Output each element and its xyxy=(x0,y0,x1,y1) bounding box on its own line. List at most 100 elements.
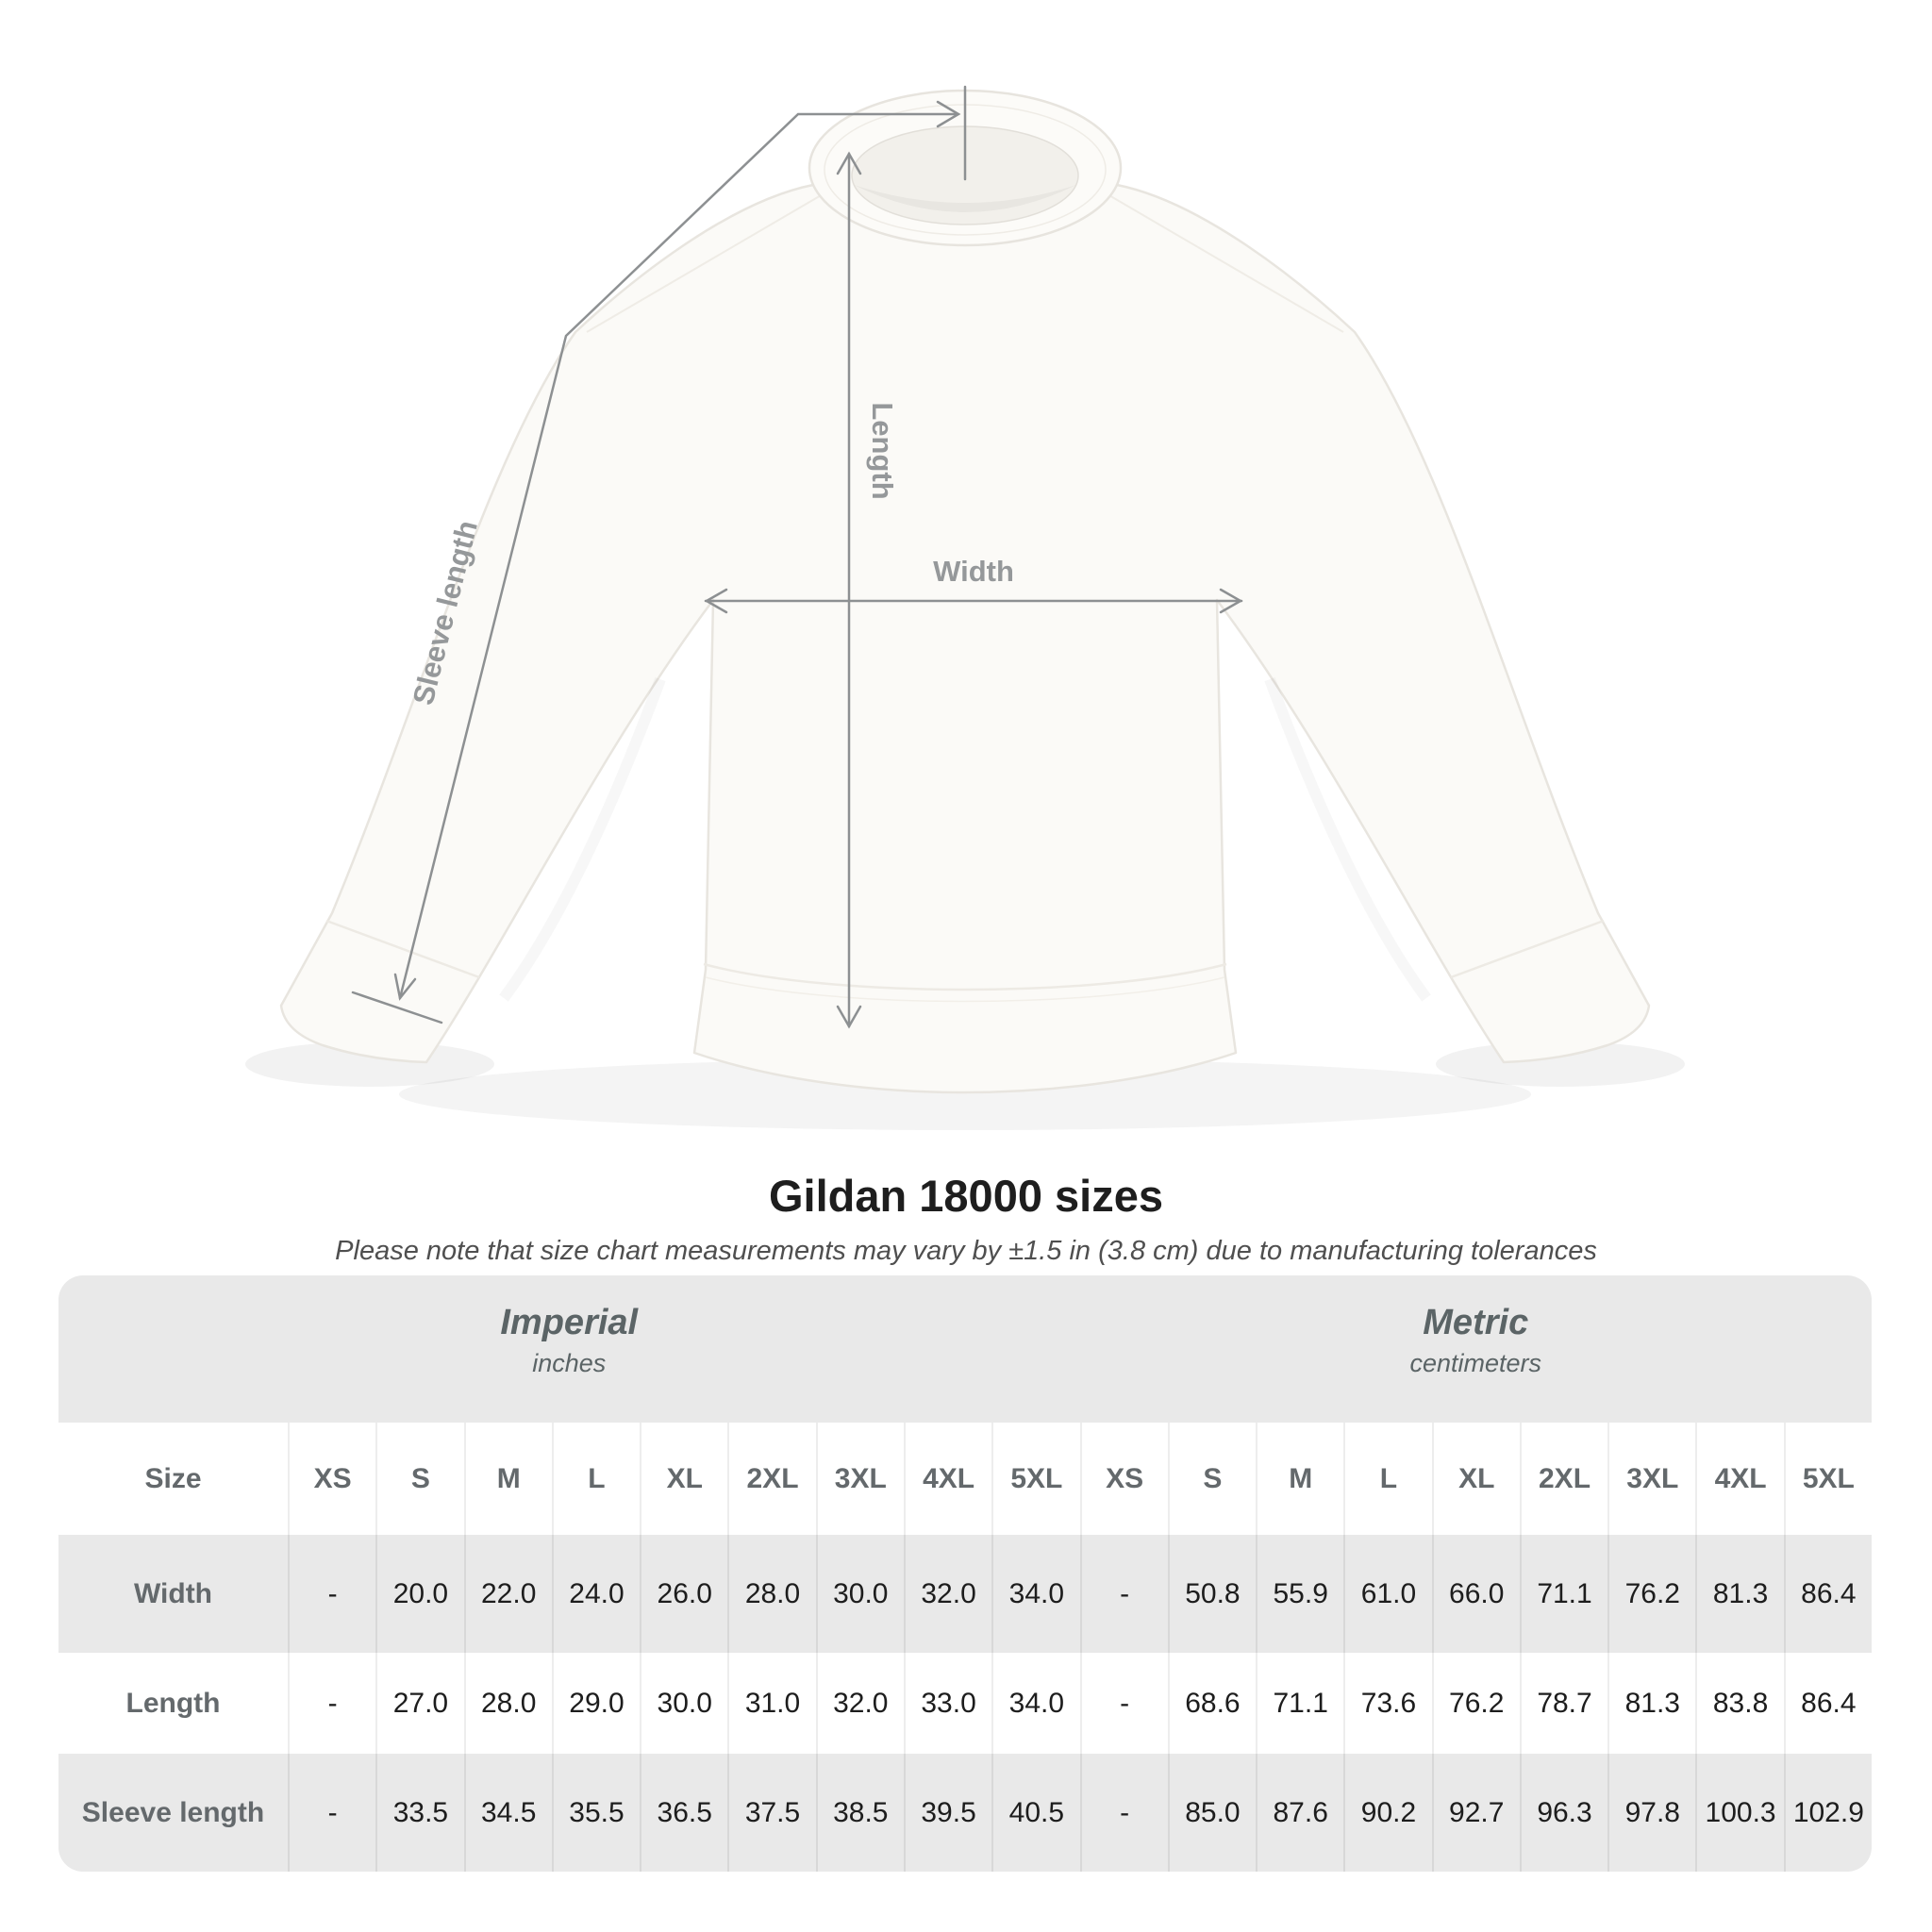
size-chart-table: Imperial inches Metric centimeters Size … xyxy=(58,1275,1872,1872)
imperial-group-header: Imperial inches xyxy=(58,1275,1080,1423)
size-header-imperial-s: S xyxy=(375,1423,463,1535)
value-cell: 81.3 xyxy=(1695,1535,1783,1653)
garment-shadow xyxy=(245,1041,1685,1130)
value-cell: 31.0 xyxy=(727,1653,815,1754)
page-title: Gildan 18000 sizes xyxy=(768,1171,1164,1221)
value-cell: 73.6 xyxy=(1343,1653,1431,1754)
sweatshirt-illustration xyxy=(279,89,1651,1094)
value-cell: 36.5 xyxy=(640,1754,727,1872)
value-cell: 66.0 xyxy=(1431,1535,1520,1653)
value-cell: 38.5 xyxy=(815,1754,904,1872)
size-column-header: Size xyxy=(144,1462,202,1494)
imperial-group-title: Imperial xyxy=(500,1303,639,1342)
value-cell: 92.7 xyxy=(1431,1754,1520,1872)
value-cell: 87.6 xyxy=(1256,1754,1343,1872)
value-cell: 22.0 xyxy=(463,1535,552,1653)
value-cell: 76.2 xyxy=(1607,1535,1695,1653)
size-diagram: Width Length Sleeve length xyxy=(245,85,1685,1130)
value-cell: - xyxy=(1079,1754,1168,1872)
value-cell: 39.5 xyxy=(903,1754,991,1872)
size-header-metric-3xl: 3XL xyxy=(1607,1423,1695,1535)
value-cell: 71.1 xyxy=(1256,1653,1343,1754)
value-cell: 96.3 xyxy=(1519,1754,1607,1872)
sleeve-arrow-end-icon xyxy=(393,973,417,1001)
size-header-imperial-4xl: 4XL xyxy=(903,1423,991,1535)
measurement-lines xyxy=(351,85,1243,1029)
value-cell: - xyxy=(288,1754,375,1872)
value-cell: 86.4 xyxy=(1783,1653,1872,1754)
tolerance-note: Please note that size chart measurements… xyxy=(335,1236,1597,1266)
value-cell: 33.0 xyxy=(903,1653,991,1754)
table-row-sleeve-length: Sleeve length - 33.5 34.5 35.5 36.5 37.5… xyxy=(58,1754,1872,1872)
size-header-imperial-3xl: 3XL xyxy=(815,1423,904,1535)
size-header-metric-2xl: 2XL xyxy=(1519,1423,1607,1535)
value-cell: 76.2 xyxy=(1431,1653,1520,1754)
size-chart-page: Width Length Sleeve length Gildan 18000 … xyxy=(58,85,1872,1872)
size-header-imperial-l: L xyxy=(551,1423,640,1535)
value-cell: 102.9 xyxy=(1783,1754,1872,1872)
size-header-metric-xl: XL xyxy=(1431,1423,1520,1535)
value-cell: 34.5 xyxy=(463,1754,552,1872)
width-label: Width xyxy=(933,555,1014,588)
value-cell: 81.3 xyxy=(1607,1653,1695,1754)
value-cell: 30.0 xyxy=(815,1535,904,1653)
value-cell: 40.5 xyxy=(991,1754,1079,1872)
value-cell: 28.0 xyxy=(727,1535,815,1653)
value-cell: 61.0 xyxy=(1343,1535,1431,1653)
value-cell: 32.0 xyxy=(903,1535,991,1653)
size-header-metric-l: L xyxy=(1343,1423,1431,1535)
value-cell: 83.8 xyxy=(1695,1653,1783,1754)
value-cell: 34.0 xyxy=(991,1653,1079,1754)
size-header-row: Size XS S M L XL 2XL 3XL 4XL 5XL XS S M … xyxy=(58,1423,1872,1535)
value-cell: 68.6 xyxy=(1167,1653,1256,1754)
length-label: Length xyxy=(866,402,899,499)
size-header-imperial-m: M xyxy=(463,1423,552,1535)
value-cell: - xyxy=(1079,1653,1168,1754)
value-cell: 100.3 xyxy=(1695,1754,1783,1872)
value-cell: 37.5 xyxy=(727,1754,815,1872)
size-header-metric-xs: XS xyxy=(1079,1423,1168,1535)
value-cell: - xyxy=(288,1653,375,1754)
sleeve-arrow-right-icon xyxy=(936,100,961,128)
metric-group-title: Metric xyxy=(1423,1303,1529,1342)
value-cell: 32.0 xyxy=(815,1653,904,1754)
length-arrow-down-icon xyxy=(836,1005,862,1029)
table-row-length: Length - 27.0 28.0 29.0 30.0 31.0 32.0 3… xyxy=(58,1653,1872,1754)
sweatshirt-diagram-svg: Width Length Sleeve length xyxy=(245,85,1685,1130)
width-arrow-left-icon xyxy=(704,588,728,614)
width-arrow-right-icon xyxy=(1219,588,1243,614)
row-label: Sleeve length xyxy=(81,1796,265,1828)
value-cell: 35.5 xyxy=(551,1754,640,1872)
cuff-tick xyxy=(351,991,443,1024)
value-cell: 86.4 xyxy=(1783,1535,1872,1653)
row-label: Length xyxy=(125,1687,221,1719)
sleeve-length-line xyxy=(398,112,958,1000)
length-arrow-up-icon xyxy=(836,151,862,175)
value-cell: 30.0 xyxy=(640,1653,727,1754)
size-header-metric-5xl: 5XL xyxy=(1783,1423,1872,1535)
size-header-imperial-2xl: 2XL xyxy=(727,1423,815,1535)
value-cell: - xyxy=(1079,1535,1168,1653)
value-cell: 55.9 xyxy=(1256,1535,1343,1653)
size-header-imperial-xl: XL xyxy=(640,1423,727,1535)
value-cell: 85.0 xyxy=(1167,1754,1256,1872)
value-cell: 28.0 xyxy=(463,1653,552,1754)
row-label: Width xyxy=(133,1577,213,1609)
size-header-metric-m: M xyxy=(1256,1423,1343,1535)
value-cell: 90.2 xyxy=(1343,1754,1431,1872)
value-cell: 78.7 xyxy=(1519,1653,1607,1754)
value-cell: - xyxy=(288,1535,375,1653)
size-header-imperial-5xl: 5XL xyxy=(991,1423,1079,1535)
value-cell: 71.1 xyxy=(1519,1535,1607,1653)
value-cell: 27.0 xyxy=(375,1653,463,1754)
metric-group-header: Metric centimeters xyxy=(1080,1275,1873,1423)
size-header-imperial-xs: XS xyxy=(288,1423,375,1535)
value-cell: 26.0 xyxy=(640,1535,727,1653)
size-header-metric-s: S xyxy=(1167,1423,1256,1535)
value-cell: 20.0 xyxy=(375,1535,463,1653)
value-cell: 24.0 xyxy=(551,1535,640,1653)
unit-group-row: Imperial inches Metric centimeters xyxy=(58,1275,1872,1423)
value-cell: 33.5 xyxy=(375,1754,463,1872)
value-cell: 97.8 xyxy=(1607,1754,1695,1872)
size-header-metric-4xl: 4XL xyxy=(1695,1423,1783,1535)
